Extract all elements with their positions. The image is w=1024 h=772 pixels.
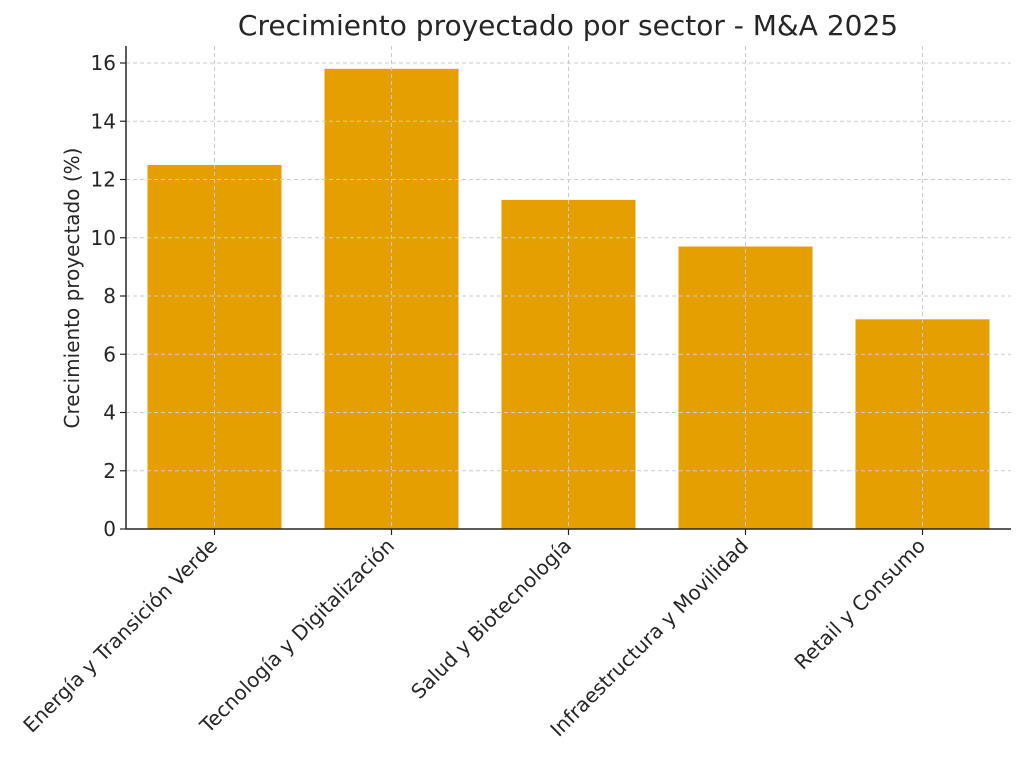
y-tick-label: 6 (103, 342, 116, 366)
y-tick-label: 12 (91, 168, 116, 192)
y-tick-label: 14 (91, 109, 116, 133)
y-tick-label: 0 (103, 517, 116, 541)
x-tick-label: Tecnología y Digitalización (194, 534, 399, 739)
chart-title: Crecimiento proyectado por sector - M&A … (238, 9, 898, 42)
x-tick-label: Retail y Consumo (789, 534, 930, 675)
y-tick-label: 8 (103, 284, 116, 308)
y-tick-label: 4 (103, 401, 116, 425)
x-tick-label: Salud y Biotecnología (406, 534, 576, 704)
grid-lines (126, 46, 1011, 529)
x-tick-label: Infraestructura y Movilidad (545, 534, 753, 742)
y-tick-label: 16 (91, 51, 116, 75)
x-tick-label: Energía y Transición Verde (18, 534, 222, 738)
y-axis-label: Crecimiento proyectado (%) (60, 148, 84, 429)
y-tick-label: 10 (91, 226, 116, 250)
y-tick-label: 2 (103, 459, 116, 483)
y-axis-ticks: 0 2 4 6 8 10 12 14 16 (91, 51, 126, 541)
bar (678, 246, 813, 530)
